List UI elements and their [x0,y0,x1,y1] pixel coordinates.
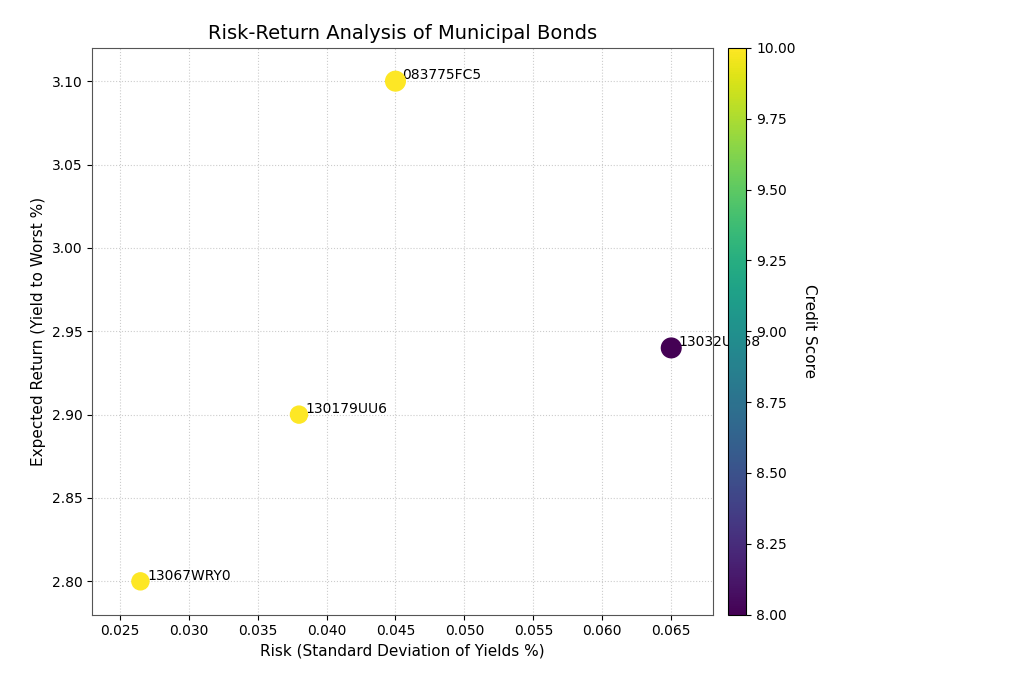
Y-axis label: Expected Return (Yield to Worst %): Expected Return (Yield to Worst %) [31,197,46,466]
Point [291,409,307,420]
Point [664,342,680,353]
Text: 130179UU6: 130179UU6 [306,402,388,416]
Text: 13032UH68: 13032UH68 [678,335,760,349]
Point [132,576,148,587]
Text: 083775FC5: 083775FC5 [402,68,481,83]
X-axis label: Risk (Standard Deviation of Yields %): Risk (Standard Deviation of Yields %) [260,644,545,659]
Point [387,76,403,87]
Title: Risk-Return Analysis of Municipal Bonds: Risk-Return Analysis of Municipal Bonds [208,25,597,44]
Text: 13067WRY0: 13067WRY0 [147,569,231,583]
Y-axis label: Credit Score: Credit Score [802,284,816,378]
